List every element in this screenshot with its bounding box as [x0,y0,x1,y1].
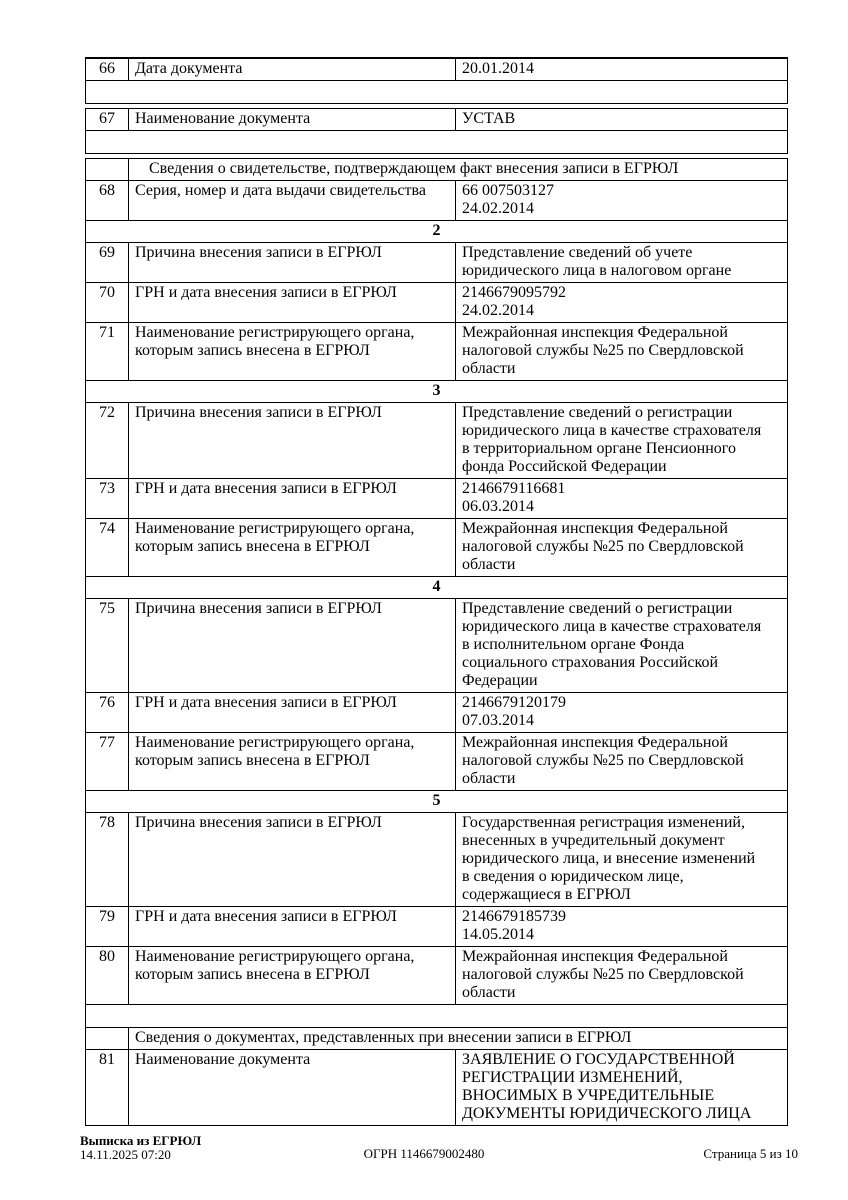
section-number-cell: 4 [432,578,441,595]
field-value-cell: ЗАЯВЛЕНИЕ О ГОСУДАРСТВЕННОЙ РЕГИСТРАЦИИ … [455,1050,787,1125]
row-number-cell: 74 [99,520,115,537]
row-number-cell: 75 [99,600,115,617]
row-number-cell [86,1028,128,1049]
table-row-73: 73 ГРН и дата внесения записи в ЕГРЮЛ 2146… [86,478,787,518]
section-number-row-4: 4 [86,576,787,598]
empty-separator-row [86,130,787,153]
table-row-72: 72 Причина внесения записи в ЕГРЮЛ Предста… [86,402,787,478]
field-value-cell: Межрайонная инспекция Федеральной налого… [455,947,787,1004]
field-label-cell: Причина внесения записи в ЕГРЮЛ [128,813,455,906]
empty-row-cell [86,1005,787,1027]
field-label-cell: Наименование регистрирующего органа, кот… [128,947,455,1004]
section-number-row-3: 3 [86,380,787,402]
table-row-81: 81 Наименование документа ЗАЯВЛЕНИЕ О ГОСУ… [86,1049,787,1125]
row-number-cell: 70 [99,284,115,301]
field-label-cell: ГРН и дата внесения записи в ЕГРЮЛ [128,283,455,322]
field-label-cell: Наименование документа [128,109,455,130]
row-number-cell: 66 [99,60,115,77]
table-row-71: 71 Наименование регистрирующего органа, к… [86,322,787,380]
field-label-cell: ГРН и дата внесения записи в ЕГРЮЛ [128,693,455,732]
empty-row-cell [86,131,787,153]
field-value-cell: 2146679116681 06.03.2014 [455,479,787,518]
field-label-cell: Наименование документа [128,1050,455,1125]
table-row-75: 75 Причина внесения записи в ЕГРЮЛ Предста… [86,598,787,692]
section-title-cell: Сведения о документах, представленных пр… [128,1028,787,1049]
table-row-67: 67 Наименование документа УСТАВ [86,109,787,130]
footer-timestamp: 14.11.2025 07:20 [80,1147,171,1162]
field-label-cell: ГРН и дата внесения записи в ЕГРЮЛ [128,479,455,518]
table-row-69: 69 Причина внесения записи в ЕГРЮЛ Предста… [86,242,787,282]
field-label-cell: Наименование регистрирующего органа, кот… [128,733,455,790]
table-block-1: 66 Дата документа 20.01.2014 [85,57,788,104]
egrul-table: 66 Дата документа 20.01.2014 67 Наименование… [85,57,788,1130]
table-row-74: 74 Наименование регистрирующего органа, к… [86,518,787,576]
section-title-row: Сведения о свидетельстве, подтверждающем… [86,159,787,180]
row-number-cell: 77 [99,734,115,751]
field-label-cell: Серия, номер и дата выдачи свидетельства [128,181,455,220]
field-label-cell: Наименование регистрирующего органа, кот… [128,323,455,380]
field-label-cell: Дата документа [128,59,455,80]
field-label-cell: Причина внесения записи в ЕГРЮЛ [128,243,455,282]
field-value-cell: Представление сведений об учете юридичес… [455,243,787,282]
field-value-cell: 2146679185739 14.05.2014 [455,907,787,946]
table-row-70: 70 ГРН и дата внесения записи в ЕГРЮЛ 2146… [86,282,787,322]
table-block-3: Сведения о свидетельстве, подтверждающем… [85,158,788,1126]
row-number-cell: 73 [99,480,115,497]
field-value-cell: 2146679120179 07.03.2014 [455,693,787,732]
row-number-cell: 69 [99,244,115,261]
section-title-row: Сведения о документах, представленных пр… [86,1027,787,1049]
row-number-cell: 80 [99,948,115,965]
table-row-78: 78 Причина внесения записи в ЕГРЮЛ Государ… [86,812,787,906]
footer-doc-title: Выписка из ЕГРЮЛ [80,1133,202,1148]
row-number-cell: 79 [99,908,115,925]
table-row-68: 68 Серия, номер и дата выдачи свидетельст… [86,180,787,220]
field-label-cell: ГРН и дата внесения записи в ЕГРЮЛ [128,907,455,946]
section-title-cell: Сведения о свидетельстве, подтверждающем… [128,159,787,180]
field-value-cell: Межрайонная инспекция Федеральной налого… [455,323,787,380]
table-row-80: 80 Наименование регистрирующего органа, к… [86,946,787,1004]
row-number-cell: 68 [99,182,115,199]
footer-left: Выписка из ЕГРЮЛ 14.11.2025 07:20 [80,1134,201,1161]
empty-separator-row [86,80,787,103]
table-block-2: 67 Наименование документа УСТАВ [85,108,788,154]
empty-row-cell [86,81,787,103]
field-value-cell: Межрайонная инспекция Федеральной налого… [455,519,787,576]
row-number-cell [86,159,128,180]
section-number-cell: 3 [432,382,441,399]
row-number-cell: 78 [99,814,115,831]
empty-separator-row [86,1004,787,1027]
field-value-cell: УСТАВ [455,109,787,130]
field-value-cell: 2146679095792 24.02.2014 [455,283,787,322]
section-number-row-2: 2 [86,220,787,242]
table-row-79: 79 ГРН и дата внесения записи в ЕГРЮЛ 2146… [86,906,787,946]
field-value-cell: Межрайонная инспекция Федеральной налого… [455,733,787,790]
field-label-cell: Причина внесения записи в ЕГРЮЛ [128,403,455,478]
section-number-cell: 5 [432,792,441,809]
table-row-66: 66 Дата документа 20.01.2014 [86,59,787,80]
field-label-cell: Наименование регистрирующего органа, кот… [128,519,455,576]
footer-page-number: Страница 5 из 10 [703,1146,798,1161]
field-label-cell: Причина внесения записи в ЕГРЮЛ [128,599,455,692]
table-row-76: 76 ГРН и дата внесения записи в ЕГРЮЛ 2146… [86,692,787,732]
field-value-cell: 20.01.2014 [455,59,787,80]
footer-ogrn: ОГРН 1146679002480 [363,1146,485,1161]
row-number-cell: 67 [99,110,115,127]
field-value-cell: Представление сведений о регистрации юри… [455,599,787,692]
field-value-cell: 66 007503127 24.02.2014 [455,181,787,220]
row-number-cell: 81 [99,1051,115,1068]
section-number-row-5: 5 [86,790,787,812]
section-number-cell: 2 [432,222,441,239]
field-value-cell: Представление сведений о регистрации юри… [455,403,787,478]
field-value-cell: Государственная регистрация изменений, в… [455,813,787,906]
row-number-cell: 71 [99,324,115,341]
row-number-cell: 72 [99,404,115,421]
table-row-77: 77 Наименование регистрирующего органа, к… [86,732,787,790]
row-number-cell: 76 [99,694,115,711]
